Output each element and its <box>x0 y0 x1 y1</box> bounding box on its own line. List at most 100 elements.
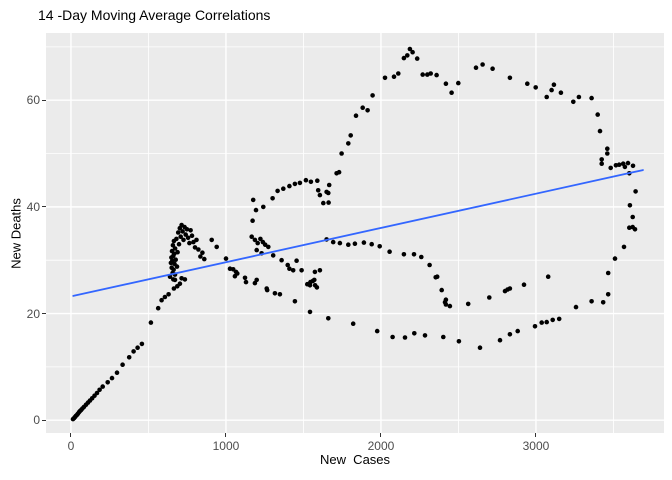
data-point <box>507 332 513 337</box>
data-point <box>339 151 344 156</box>
data-point <box>532 324 538 329</box>
data-point <box>353 113 359 118</box>
data-point <box>630 163 636 169</box>
data-point <box>441 334 446 340</box>
data-point <box>187 240 192 246</box>
data-point <box>198 254 203 259</box>
data-point <box>525 81 530 86</box>
data-point <box>434 72 439 78</box>
data-point <box>326 182 332 188</box>
data-point <box>571 99 576 105</box>
data-point <box>599 161 604 166</box>
data-point <box>533 85 538 90</box>
data-point <box>447 303 453 309</box>
data-point <box>307 283 313 288</box>
data-point <box>515 328 520 334</box>
data-point <box>326 200 331 205</box>
data-point <box>275 188 280 194</box>
data-point <box>258 236 263 242</box>
data-point <box>627 203 633 208</box>
data-point <box>194 237 199 243</box>
data-point <box>382 75 388 81</box>
data-point <box>312 277 317 283</box>
y-tick-mark <box>42 419 46 421</box>
data-point <box>473 65 479 70</box>
data-point <box>297 180 303 186</box>
data-point <box>166 292 171 297</box>
data-point <box>287 266 292 271</box>
data-point <box>266 244 271 250</box>
data-point <box>497 337 503 343</box>
data-point <box>192 245 198 250</box>
data-point <box>420 72 426 77</box>
data-point <box>178 234 183 239</box>
data-point <box>480 62 485 67</box>
x-tick-label: 0 <box>67 439 75 453</box>
data-point <box>589 95 594 101</box>
data-point <box>595 112 600 117</box>
y-tick-mark <box>42 313 46 315</box>
data-point <box>261 204 266 210</box>
scatter-points <box>70 46 638 422</box>
data-point <box>177 281 183 286</box>
data-point <box>171 286 177 291</box>
data-point <box>439 287 445 293</box>
data-point <box>621 244 627 250</box>
data-point <box>185 235 191 241</box>
data-point <box>605 292 611 297</box>
data-point <box>599 157 604 162</box>
data-point <box>589 299 594 304</box>
data-point <box>277 292 283 297</box>
data-point <box>171 267 176 273</box>
data-point <box>285 262 290 268</box>
y-axis-title: New Deaths <box>8 198 24 269</box>
data-point <box>419 254 424 260</box>
trend-line-group <box>72 169 644 297</box>
x-tick-mark <box>380 433 382 437</box>
plot-panel <box>46 33 664 433</box>
data-point <box>412 331 417 336</box>
data-point <box>605 146 610 151</box>
y-tick-mark <box>42 99 46 101</box>
data-point <box>159 297 164 303</box>
x-axis-title: New Cases <box>319 452 391 467</box>
data-point <box>377 244 383 249</box>
data-point <box>252 280 258 286</box>
data-point <box>303 177 309 183</box>
data-point <box>175 249 180 255</box>
data-point <box>550 317 555 323</box>
data-point <box>317 192 323 198</box>
data-point <box>120 362 125 368</box>
data-point <box>337 240 343 246</box>
y-tick-label: 40 <box>26 199 40 214</box>
data-point <box>155 305 161 311</box>
data-point <box>443 81 449 86</box>
data-point <box>370 93 375 98</box>
scatter-svg <box>46 33 664 433</box>
data-point <box>414 56 420 61</box>
data-point <box>608 165 613 171</box>
data-point <box>223 256 229 261</box>
data-point <box>456 80 461 86</box>
gridlines-major <box>46 33 664 433</box>
data-point <box>402 335 408 340</box>
data-point <box>422 333 428 338</box>
data-point <box>443 302 449 307</box>
data-point <box>507 75 513 81</box>
data-point <box>94 390 100 396</box>
data-point <box>279 257 284 263</box>
data-point <box>605 270 611 276</box>
data-point <box>109 375 115 381</box>
data-point <box>350 321 356 327</box>
data-point <box>387 249 392 254</box>
data-point <box>264 287 270 293</box>
data-point <box>630 214 635 220</box>
data-point <box>255 240 260 246</box>
data-point <box>227 266 233 271</box>
data-point <box>307 309 313 315</box>
data-point <box>250 218 255 223</box>
data-point <box>174 236 179 242</box>
data-point <box>314 285 320 290</box>
data-point <box>287 183 292 189</box>
